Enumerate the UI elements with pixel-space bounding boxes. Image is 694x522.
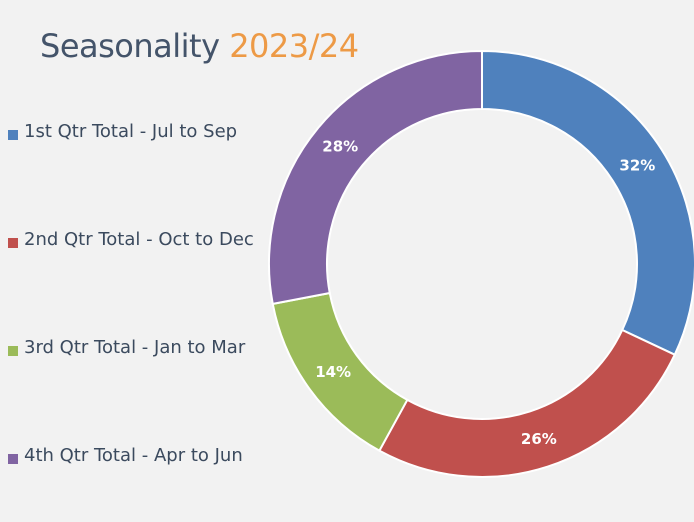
legend-entry-q3: 3rd Qtr Total - Jan to Mar — [8, 337, 258, 366]
legend-entry-q1: 1st Qtr Total - Jul to Sep — [8, 121, 258, 150]
donut-slice-q1 — [481, 49, 694, 357]
legend-entry-q4: 4th Qtr Total - Apr to Jun — [8, 445, 258, 474]
legend-entry-q2: 2nd Qtr Total - Oct to Dec — [8, 229, 258, 258]
legend-label-q2: 2nd Qtr Total - Oct to Dec — [24, 229, 254, 250]
donut-slice-q2 — [378, 328, 677, 478]
chart-title: Seasonality 2023/24 — [40, 26, 359, 66]
legend-label-q4: 4th Qtr Total - Apr to Jun — [24, 445, 243, 466]
legend-swatch-q3 — [8, 346, 18, 356]
legend-swatch-q1 — [8, 130, 18, 140]
data-label-q4: 28% — [322, 138, 358, 156]
data-label-q2: 26% — [521, 430, 557, 448]
legend-swatch-q4 — [8, 454, 18, 464]
donut-slice-q4 — [268, 49, 483, 306]
data-label-q1: 32% — [619, 156, 655, 174]
legend-swatch-q2 — [8, 238, 18, 248]
legend-label-q1: 1st Qtr Total - Jul to Sep — [24, 121, 238, 142]
chart-title-main: Seasonality — [40, 27, 220, 65]
legend-label-q3: 3rd Qtr Total - Jan to Mar — [24, 337, 246, 358]
data-label-q3: 14% — [315, 363, 351, 381]
chart-title-year: 2023/24 — [229, 27, 359, 65]
